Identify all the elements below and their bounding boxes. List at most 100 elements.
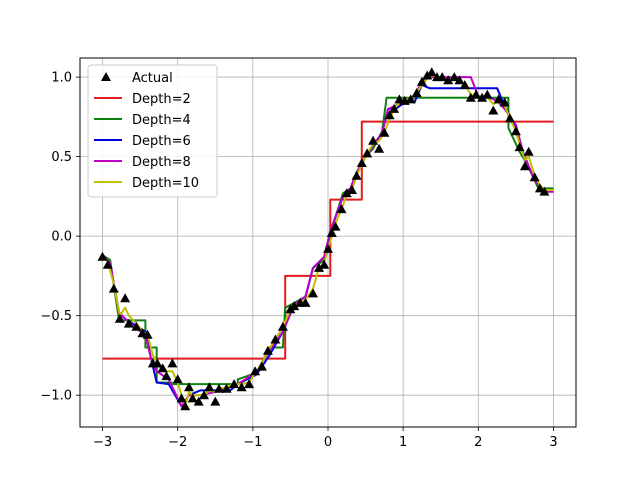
- actual-point: [449, 72, 460, 82]
- legend-label-depth-2: Depth=2: [132, 92, 191, 107]
- scatter-layer: [97, 67, 550, 411]
- actual-point: [336, 204, 347, 214]
- actual-point: [405, 94, 416, 104]
- actual-point: [172, 374, 183, 384]
- actual-point: [471, 89, 481, 99]
- actual-point: [499, 97, 510, 107]
- actual-point: [161, 371, 172, 381]
- actual-point: [351, 170, 362, 180]
- actual-point: [180, 401, 191, 411]
- actual-point: [256, 361, 267, 371]
- actual-point: [422, 70, 433, 80]
- y-tick-label: −1.0: [40, 389, 72, 404]
- actual-point: [114, 313, 125, 323]
- actual-point: [176, 393, 187, 403]
- legend-label-depth-4: Depth=4: [132, 113, 191, 128]
- actual-point: [477, 92, 488, 102]
- actual-point: [244, 379, 255, 389]
- actual-point: [319, 259, 330, 269]
- actual-point: [270, 334, 281, 344]
- actual-point: [488, 105, 499, 115]
- actual-point: [529, 172, 540, 182]
- actual-point: [459, 80, 470, 89]
- actual-point: [157, 363, 168, 373]
- x-tick-label: −2: [168, 435, 187, 450]
- actual-point: [323, 243, 333, 253]
- legend-label-actual: Actual: [132, 71, 173, 86]
- legend-marker-actual: [101, 72, 111, 81]
- actual-point: [368, 135, 379, 145]
- actual-point: [102, 259, 113, 269]
- actual-point: [120, 293, 131, 303]
- actual-point: [341, 188, 352, 198]
- actual-point: [426, 67, 437, 77]
- actual-point: [330, 221, 341, 231]
- actual-point: [326, 228, 337, 237]
- y-tick-label: −0.5: [40, 309, 72, 324]
- y-axis: −1.0 −0.5 0.0 0.5 1.0: [40, 71, 80, 404]
- actual-point: [314, 262, 324, 272]
- actual-point: [443, 75, 454, 85]
- actual-point: [204, 382, 215, 392]
- actual-point: [482, 89, 493, 99]
- actual-point: [142, 329, 153, 339]
- actual-point: [108, 283, 119, 293]
- x-axis: −3 −2 −1 0 1 2 3: [93, 427, 558, 450]
- actual-point: [277, 321, 288, 331]
- actual-point: [236, 382, 247, 392]
- actual-point: [465, 92, 476, 102]
- legend-label-depth-8: Depth=8: [132, 155, 191, 170]
- actual-point: [184, 382, 194, 392]
- x-tick-label: 2: [474, 435, 482, 450]
- actual-point: [514, 142, 525, 152]
- actual-point: [379, 127, 390, 137]
- actual-point: [131, 321, 142, 331]
- legend-label-depth-6: Depth=6: [132, 134, 191, 149]
- actual-point: [308, 288, 318, 298]
- x-tick-label: 1: [399, 435, 407, 450]
- actual-point: [187, 393, 198, 403]
- actual-point: [416, 76, 427, 86]
- actual-point: [411, 88, 422, 97]
- y-tick-label: 0.0: [51, 230, 72, 245]
- series-line-depth-2: [102, 120, 554, 360]
- actual-point: [221, 383, 232, 393]
- actual-point: [262, 345, 273, 355]
- actual-point: [504, 113, 515, 123]
- actual-point: [437, 72, 448, 82]
- x-tick-label: −3: [93, 435, 112, 450]
- actual-point: [289, 301, 300, 311]
- actual-point: [374, 143, 385, 153]
- actual-point: [347, 185, 357, 194]
- actual-point: [493, 94, 504, 104]
- actual-point: [199, 390, 209, 400]
- actual-point: [384, 110, 395, 120]
- x-tick-label: −1: [243, 435, 262, 450]
- actual-point: [356, 158, 367, 167]
- actual-point: [510, 126, 521, 136]
- actual-point: [97, 251, 108, 261]
- legend: Actual Depth=2 Depth=4 Depth=6 Depth=8 Depth=…: [87, 64, 218, 198]
- actual-point: [123, 318, 134, 328]
- x-tick-label: 0: [324, 435, 332, 450]
- y-tick-label: 1.0: [51, 71, 72, 86]
- actual-point: [152, 358, 163, 368]
- actual-point: [362, 148, 373, 158]
- actual-point: [214, 383, 224, 393]
- legend-label-depth-10: Depth=10: [132, 176, 199, 191]
- actual-point: [454, 75, 465, 85]
- actual-point: [539, 186, 550, 196]
- actual-point: [389, 103, 400, 113]
- plot-area: −3 −2 −1 0 1 2 3 −1.0 −0.5 0.0 0.5 1.0: [40, 57, 577, 450]
- actual-point: [534, 183, 545, 193]
- actual-point: [229, 379, 240, 389]
- actual-point: [167, 358, 178, 368]
- actual-point: [210, 396, 221, 406]
- y-tick-label: 0.5: [51, 150, 72, 165]
- actual-point: [523, 146, 534, 156]
- actual-point: [300, 297, 311, 307]
- actual-point: [250, 366, 261, 376]
- x-tick-label: 3: [549, 435, 557, 450]
- actual-point: [519, 161, 530, 171]
